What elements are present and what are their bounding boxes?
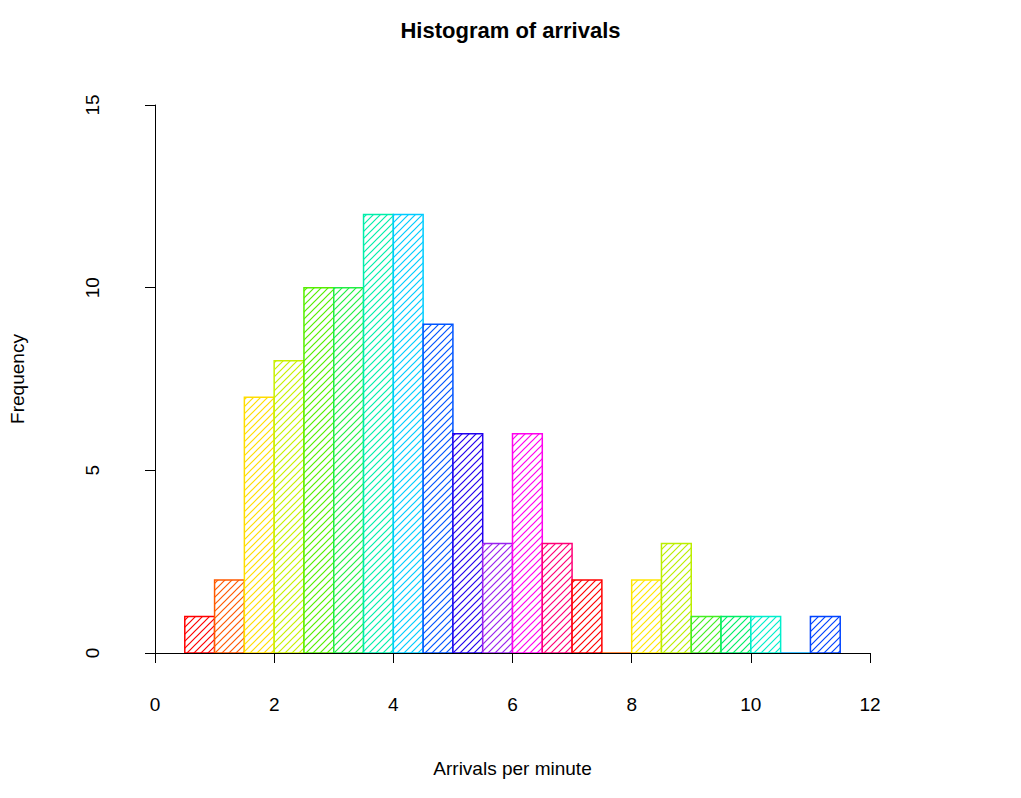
- svg-text:10: 10: [82, 277, 103, 298]
- svg-text:2: 2: [269, 694, 280, 715]
- svg-text:Frequency: Frequency: [7, 334, 28, 424]
- svg-text:8: 8: [626, 694, 637, 715]
- svg-text:6: 6: [507, 694, 518, 715]
- svg-text:15: 15: [82, 94, 103, 115]
- svg-text:0: 0: [82, 648, 103, 659]
- svg-text:Histogram of arrivals: Histogram of arrivals: [400, 18, 620, 43]
- svg-text:12: 12: [859, 694, 880, 715]
- svg-text:Arrivals per minute: Arrivals per minute: [433, 758, 591, 779]
- svg-text:5: 5: [82, 465, 103, 476]
- svg-text:4: 4: [388, 694, 399, 715]
- svg-text:10: 10: [740, 694, 761, 715]
- svg-text:0: 0: [150, 694, 161, 715]
